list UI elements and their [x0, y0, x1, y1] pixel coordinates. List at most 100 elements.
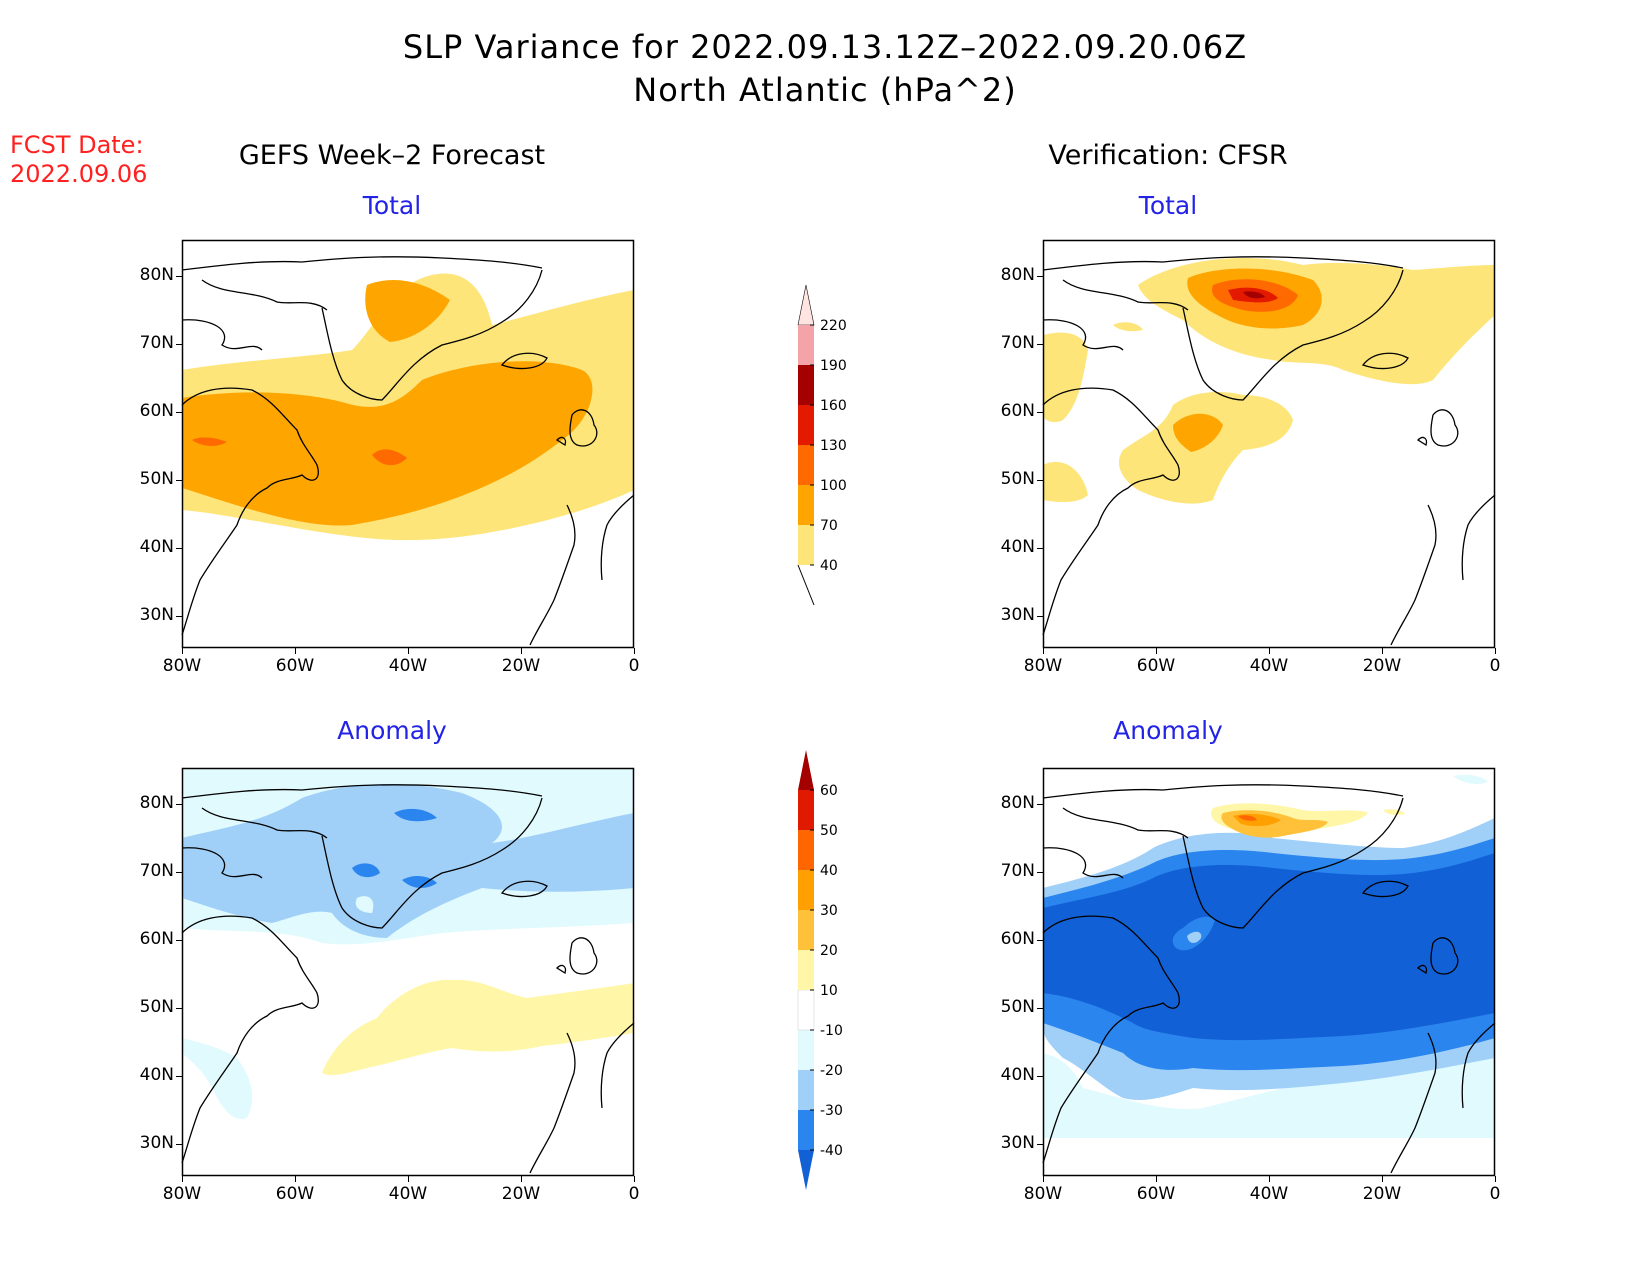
lon-tick-mark [1269, 1176, 1270, 1182]
lon-tick-mark [1043, 1176, 1044, 1182]
colorbar-tick-label: 160 [820, 398, 847, 414]
lon-tick-forecast-anomaly: 0 [628, 1184, 640, 1204]
lat-tick-verification-anomaly: 30N [1000, 1133, 1035, 1153]
colorbar-box [798, 325, 814, 365]
colorbar-tick-label: 130 [820, 438, 847, 454]
verification-total-label: Total [1138, 191, 1198, 220]
lon-tick-mark [634, 1176, 635, 1182]
colorbar-box [798, 1110, 814, 1150]
verification-total-map [1042, 239, 1496, 652]
lat-tick-forecast-anomaly: 80N [139, 793, 174, 813]
lat-tick-verification-total: 30N [1000, 605, 1035, 625]
lat-tick-verification-anomaly: 70N [1000, 861, 1035, 881]
lon-tick-forecast-total: 80W [162, 656, 202, 676]
lat-tick-mark [1037, 1144, 1043, 1145]
colorbar-bottom-edge [797, 564, 815, 606]
lat-tick-mark [176, 940, 182, 941]
lat-tick-forecast-total: 50N [139, 469, 174, 489]
lon-tick-mark [182, 1176, 183, 1182]
anomaly-colorbar: -40 -30 -20 -10 10 20 30 40 50 60 [790, 750, 870, 1199]
lon-tick-forecast-anomaly: 80W [162, 1184, 202, 1204]
total-colorbar: 40 70 100 130 160 190 220 [790, 280, 870, 614]
colorbar-tick-label: 60 [820, 783, 838, 799]
lat-tick-verification-total: 80N [1000, 265, 1035, 285]
lon-tick-verification-anomaly: 40W [1249, 1184, 1289, 1204]
lon-tick-mark [1043, 648, 1044, 654]
verification-anomaly-map [1042, 767, 1496, 1180]
lat-tick-verification-total: 40N [1000, 537, 1035, 557]
lon-tick-mark [1382, 1176, 1383, 1182]
lon-tick-mark [1269, 648, 1270, 654]
lon-tick-mark [182, 648, 183, 654]
lon-tick-forecast-anomaly: 20W [501, 1184, 541, 1204]
lat-tick-mark [1037, 872, 1043, 873]
lat-tick-forecast-total: 30N [139, 605, 174, 625]
lon-tick-verification-total: 80W [1023, 656, 1063, 676]
lon-tick-verification-anomaly: 60W [1136, 1184, 1176, 1204]
colorbar-tick-label: 10 [820, 983, 838, 999]
colorbar-tick-label: 20 [820, 943, 838, 959]
lon-tick-verification-total: 40W [1249, 656, 1289, 676]
colorbar-box [798, 405, 814, 445]
colorbar-tick-label: 190 [820, 358, 847, 374]
lon-tick-forecast-total: 40W [388, 656, 428, 676]
forecast-anomaly-label: Anomaly [337, 716, 447, 745]
lon-tick-verification-total: 20W [1362, 656, 1402, 676]
fcst-date-value: 2022.09.06 [10, 160, 148, 188]
lat-tick-verification-total: 60N [1000, 401, 1035, 421]
colorbar-tick-label: 70 [820, 518, 838, 534]
colorbar-box [798, 910, 814, 950]
lon-tick-verification-anomaly: 80W [1023, 1184, 1063, 1204]
right-column-title: Verification: CFSR [1048, 140, 1288, 171]
colorbar-bottom-triangle [798, 1150, 814, 1190]
colorbar-tick-label: 220 [820, 318, 847, 334]
colorbar-box [798, 485, 814, 525]
colorbar-top-triangle [797, 284, 815, 326]
lon-tick-forecast-anomaly: 40W [388, 1184, 428, 1204]
forecast-total-label: Total [362, 191, 422, 220]
fcst-date-block: FCST Date: 2022.09.06 [10, 131, 147, 189]
lat-tick-mark [176, 1144, 182, 1145]
colorbar-box [798, 1030, 814, 1070]
fcst-date-label: FCST Date: [10, 131, 144, 159]
colorbar-box [798, 830, 814, 870]
lat-tick-forecast-total: 70N [139, 333, 174, 353]
lat-tick-verification-anomaly: 50N [1000, 997, 1035, 1017]
lon-tick-mark [634, 648, 635, 654]
colorbar-tick-label: -40 [820, 1143, 843, 1159]
colorbar-tick-label: -30 [820, 1103, 843, 1119]
colorbar-box [798, 525, 814, 565]
colorbar-box [798, 950, 814, 990]
lon-tick-forecast-total: 20W [501, 656, 541, 676]
lon-tick-forecast-anomaly: 60W [275, 1184, 315, 1204]
lon-tick-mark [521, 648, 522, 654]
lat-tick-mark [176, 616, 182, 617]
lon-tick-mark [1382, 648, 1383, 654]
lon-tick-verification-total: 0 [1489, 656, 1501, 676]
lat-tick-forecast-anomaly: 60N [139, 929, 174, 949]
colorbar-tick-label: -10 [820, 1023, 843, 1039]
lat-tick-mark [176, 1008, 182, 1009]
lat-tick-mark [176, 548, 182, 549]
lat-tick-mark [1037, 616, 1043, 617]
lon-tick-forecast-total: 60W [275, 656, 315, 676]
lat-tick-forecast-total: 80N [139, 265, 174, 285]
lat-tick-mark [176, 804, 182, 805]
colorbar-tick-label: 30 [820, 903, 838, 919]
lon-tick-mark [408, 648, 409, 654]
lat-tick-forecast-total: 40N [139, 537, 174, 557]
colorbar-tick-label: 40 [820, 558, 838, 574]
lon-tick-mark [408, 1176, 409, 1182]
lat-tick-forecast-anomaly: 40N [139, 1065, 174, 1085]
lat-tick-mark [1037, 276, 1043, 277]
lat-tick-verification-total: 50N [1000, 469, 1035, 489]
lat-tick-mark [1037, 1008, 1043, 1009]
colorbar-tick-label: 100 [820, 478, 847, 494]
lat-tick-verification-anomaly: 60N [1000, 929, 1035, 949]
colorbar-box [798, 870, 814, 910]
lon-tick-verification-anomaly: 20W [1362, 1184, 1402, 1204]
lat-tick-mark [176, 1076, 182, 1077]
chart-subtitle: North Atlantic (hPa^2) [633, 71, 1017, 109]
lon-tick-verification-anomaly: 0 [1489, 1184, 1501, 1204]
lat-tick-mark [1037, 1076, 1043, 1077]
